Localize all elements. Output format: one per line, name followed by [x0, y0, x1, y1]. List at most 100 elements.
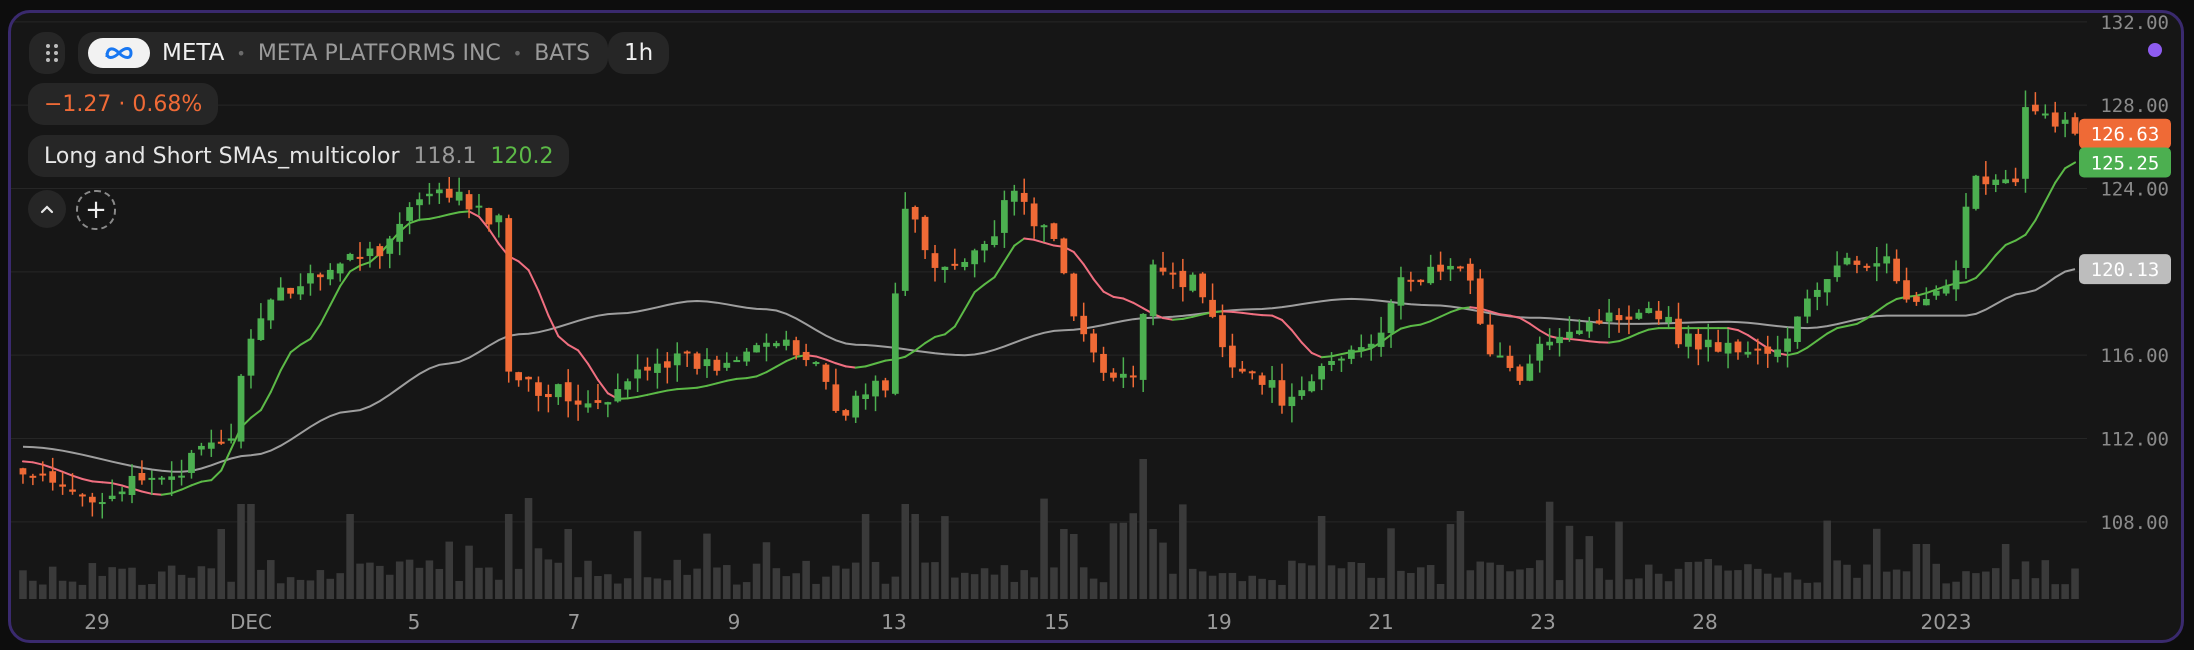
candle: [257, 303, 265, 341]
volume-bar: [713, 567, 721, 599]
candle: [277, 277, 285, 301]
candle: [792, 336, 800, 360]
y-tick-label: 116.00: [2100, 345, 2169, 367]
sma-short-segment: [666, 388, 679, 392]
volume-bar: [762, 542, 771, 599]
volume-bar: [941, 516, 949, 599]
sma-short-segment: [1925, 288, 1938, 295]
candle-body: [1685, 333, 1692, 347]
volume-bar: [1020, 570, 1028, 599]
candle: [1942, 279, 1950, 296]
candle-body: [1179, 270, 1187, 288]
sma-short-segment: [904, 349, 917, 358]
volume-bar: [1159, 542, 1167, 599]
candle: [1704, 323, 1712, 362]
sma-short-segment: [329, 285, 342, 307]
volume-bar: [286, 577, 295, 599]
volume-bar: [891, 576, 900, 599]
volume-bar: [703, 533, 711, 599]
candle-body: [346, 253, 354, 260]
candle: [852, 390, 860, 423]
candle: [614, 373, 622, 403]
candle: [525, 376, 532, 392]
volume-bar: [1496, 564, 1504, 599]
sma-short-segment: [319, 304, 332, 326]
candle-body: [554, 384, 562, 398]
candle-body: [2071, 117, 2079, 134]
sma-short-segment: [943, 325, 956, 336]
sma-short-segment: [745, 375, 758, 380]
candle: [406, 202, 413, 235]
x-tick-label: 2023: [1921, 610, 1972, 634]
candle-body: [69, 489, 76, 492]
sma-short-segment: [21, 460, 34, 464]
collapse-legend-button[interactable]: [28, 190, 66, 228]
volume-bar: [346, 514, 354, 599]
volume-bar: [832, 565, 840, 599]
sma-short-segment: [864, 362, 877, 368]
candle-body: [1516, 366, 1524, 381]
candle: [2032, 92, 2039, 115]
indicator-legend[interactable]: Long and Short SMAs_multicolor 118.1 120…: [28, 135, 570, 177]
sma-short-segment: [1112, 295, 1125, 300]
volume-bar: [1426, 565, 1435, 599]
candle-body: [1744, 351, 1752, 355]
volume-bar: [1684, 562, 1693, 599]
candle-body: [1566, 331, 1573, 339]
candle: [1466, 258, 1474, 295]
volume-bar: [1982, 571, 1990, 599]
candle: [1744, 341, 1752, 358]
sma-short-segment: [468, 210, 480, 218]
sma-short-segment: [824, 358, 837, 365]
drag-handle[interactable]: [29, 32, 65, 74]
candle: [1526, 354, 1534, 382]
sma-short-segment: [1806, 339, 1819, 349]
volume-bar: [39, 584, 47, 599]
candle: [1189, 272, 1197, 293]
add-indicator-button[interactable]: +: [76, 190, 116, 230]
candle-body: [1318, 365, 1325, 380]
candle-body: [1823, 279, 1831, 293]
volume-bar: [1813, 582, 1822, 599]
sma-short-segment: [1310, 351, 1323, 359]
sma-short-segment: [1191, 313, 1204, 318]
candle: [2022, 90, 2029, 193]
sma-short-segment: [705, 382, 718, 387]
candle: [1486, 313, 1494, 357]
interval-selector[interactable]: 1h: [608, 32, 670, 74]
volume-bar: [613, 583, 622, 599]
candle-body: [921, 216, 929, 251]
sma-short-segment: [1290, 329, 1303, 344]
candle-body: [1724, 342, 1732, 354]
volume-bar: [267, 560, 275, 599]
volume-bar: [663, 580, 672, 599]
chart-canvas[interactable]: 132.00128.00124.00120.00116.00112.00108.…: [11, 13, 2181, 640]
candle-body: [336, 263, 344, 274]
sma-short-segment: [1538, 329, 1551, 338]
x-axis[interactable]: 29 DEC 5 7 9 13 15 19 21 23 28 2023: [84, 610, 1971, 634]
candle: [475, 193, 483, 216]
candle-body: [525, 376, 532, 380]
candle-body: [1853, 260, 1861, 265]
volume-bar: [1506, 571, 1514, 599]
candle: [822, 362, 830, 390]
volume-bar: [1526, 568, 1534, 599]
volume-bar: [1070, 534, 1078, 599]
candle: [634, 354, 641, 393]
candle: [297, 273, 304, 300]
candle: [1685, 325, 1692, 359]
sma-short-segment: [527, 269, 540, 292]
candle: [1100, 346, 1107, 381]
volume-bar: [435, 568, 444, 599]
candle: [1536, 336, 1544, 373]
volume-bar: [1446, 524, 1455, 599]
sma-short-segment: [1836, 325, 1849, 330]
candle-body: [822, 364, 830, 382]
volume-bar: [1803, 582, 1812, 599]
candle-body: [1694, 333, 1702, 350]
candle: [654, 348, 661, 389]
candle: [1764, 335, 1772, 368]
sma-short-segment: [567, 343, 580, 352]
symbol-selector[interactable]: META • META PLATFORMS INC • BATS: [78, 32, 609, 74]
candle-body: [1080, 315, 1088, 335]
